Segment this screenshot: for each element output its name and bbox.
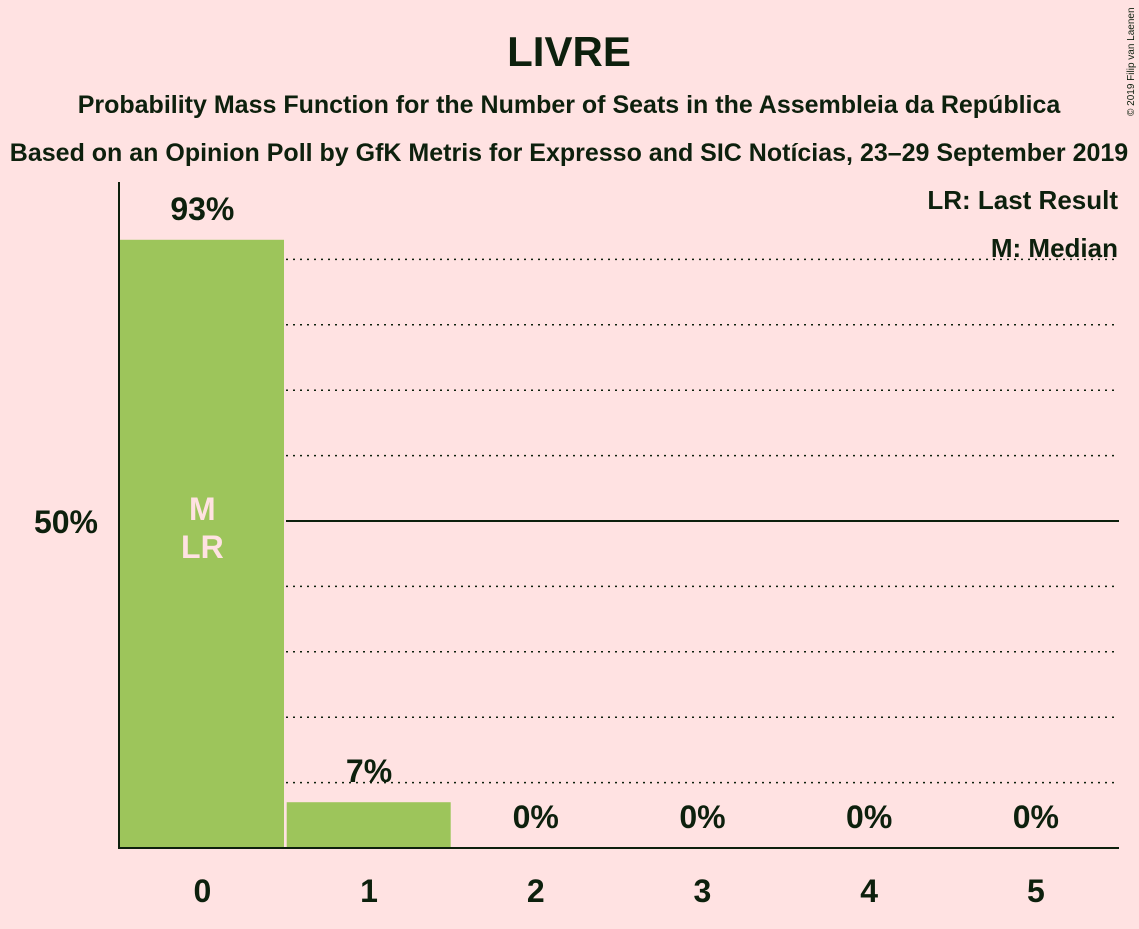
x-tick-label-2: 2	[527, 873, 545, 909]
bar-value-label-5: 0%	[1013, 799, 1059, 835]
chart-title: LIVRE	[507, 28, 631, 75]
chart-subtitle-source: Based on an Opinion Poll by GfK Metris f…	[10, 139, 1128, 167]
bar-1	[286, 802, 451, 848]
gridlines	[286, 258, 1119, 784]
bar-value-label-2: 0%	[513, 799, 559, 835]
legend-last-result: LR: Last Result	[927, 185, 1118, 215]
y-tick-label-50: 50%	[34, 504, 98, 540]
legend-median: M: Median	[991, 233, 1118, 263]
last-result-marker: LR	[181, 529, 224, 565]
bar-0	[120, 239, 284, 848]
x-tick-labels: 0 1 2 3 4 5	[193, 873, 1044, 909]
copyright-text: © 2019 Filip van Laenen	[1126, 7, 1137, 116]
chart-subtitle: Probability Mass Function for the Number…	[78, 91, 1062, 119]
bar-value-label-1: 7%	[346, 753, 392, 789]
bar-value-label-4: 0%	[846, 799, 892, 835]
bar-value-label-3: 0%	[679, 799, 725, 835]
bar-value-label-0: 93%	[170, 191, 234, 227]
x-tick-label-0: 0	[193, 873, 211, 909]
x-tick-label-4: 4	[860, 873, 878, 909]
median-marker: M	[189, 491, 216, 527]
x-tick-label-3: 3	[694, 873, 712, 909]
bar-value-labels: 93% MLR 7% 0% 0% 0% 0%	[170, 191, 1059, 835]
x-tick-label-5: 5	[1027, 873, 1045, 909]
x-tick-label-1: 1	[360, 873, 378, 909]
bars	[120, 239, 451, 848]
